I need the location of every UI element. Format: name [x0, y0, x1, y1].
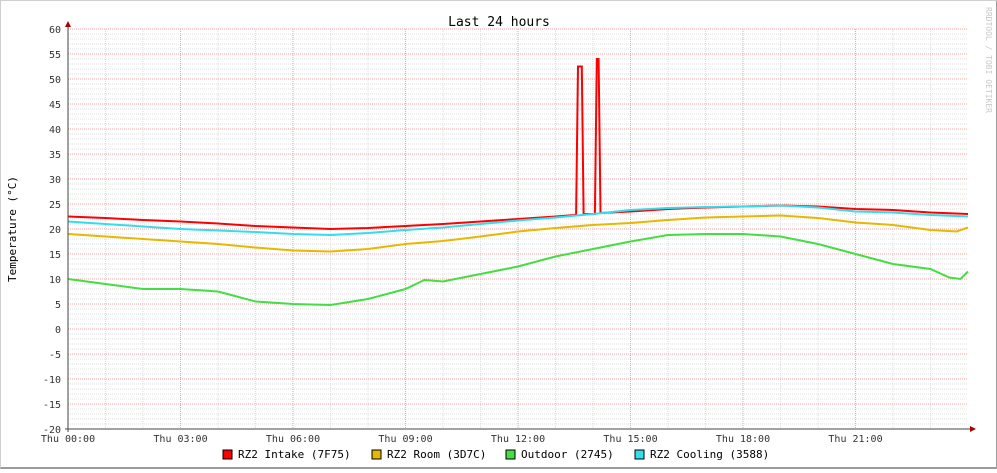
y-tick-label: 30 [49, 175, 61, 186]
y-tick-label: 40 [49, 125, 61, 136]
y-tick-label: 25 [49, 200, 61, 211]
y-tick-label: -20 [43, 425, 61, 436]
legend-swatch [222, 449, 233, 460]
y-tick-label: 55 [49, 50, 61, 61]
legend-label: RZ2 Intake (7F75) [238, 448, 351, 461]
legend-label: RZ2 Room (3D7C) [387, 448, 486, 461]
legend-label: Outdoor (2745) [521, 448, 614, 461]
x-tick-label: Thu 18:00 [716, 434, 770, 445]
chart-title: Last 24 hours [448, 15, 550, 30]
y-tick-label: 20 [49, 225, 61, 236]
y-tick-label: 15 [49, 250, 61, 261]
x-axis-arrow-icon [970, 426, 976, 432]
x-tick-label: Thu 15:00 [603, 434, 657, 445]
series-line-1 [67, 214, 969, 253]
y-tick-label: -15 [43, 400, 61, 411]
legend-swatch [505, 449, 516, 460]
x-tick-label: Thu 00:00 [41, 434, 95, 445]
x-tick-label: Thu 12:00 [491, 434, 545, 445]
watermark: RRDTOOL / TOBI OETIKER [984, 7, 993, 113]
y-tick-label: 0 [55, 325, 61, 336]
x-tick-label: Thu 09:00 [378, 434, 432, 445]
series-line-3 [67, 204, 969, 237]
y-tick-label: -10 [43, 375, 61, 386]
y-tick-label: 50 [49, 75, 61, 86]
y-tick-label: 45 [49, 100, 61, 111]
y-tick-label: 60 [49, 25, 61, 36]
series-line-2 [67, 233, 969, 307]
x-tick-label: Thu 03:00 [153, 434, 207, 445]
legend-label: RZ2 Cooling (3588) [650, 448, 769, 461]
y-axis-arrow-icon [65, 21, 71, 27]
legend-swatch [371, 449, 382, 460]
y-tick-label: 10 [49, 275, 61, 286]
y-tick-label: 35 [49, 150, 61, 161]
y-tick-label: 5 [55, 300, 61, 311]
legend-swatch [634, 449, 645, 460]
x-tick-label: Thu 21:00 [828, 434, 882, 445]
y-axis-label: Temperature (°C) [6, 176, 19, 282]
x-tick-label: Thu 06:00 [266, 434, 320, 445]
y-tick-label: -5 [49, 350, 61, 361]
